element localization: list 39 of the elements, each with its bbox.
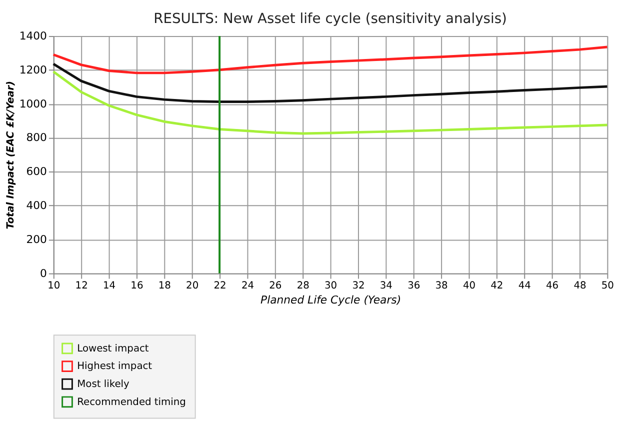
x-tick-label: 24 [241, 280, 254, 292]
x-tick-label: 14 [102, 280, 116, 292]
x-tick-label: 12 [75, 280, 88, 292]
x-tick-label: 18 [158, 280, 171, 292]
x-tick-label: 30 [324, 280, 338, 292]
legend-label: Recommended timing [77, 396, 186, 408]
y-axis-title: Total Impact (EAC £K/Year) [5, 81, 16, 230]
x-tick-label: 50 [601, 280, 614, 292]
x-tick-label: 36 [408, 280, 420, 292]
line-series [52, 62, 608, 103]
x-axis-title: Planned Life Cycle (Years) [260, 293, 402, 306]
x-tick-label: 46 [546, 280, 559, 292]
legend-label: Lowest impact [77, 343, 149, 354]
x-tick-label: 48 [574, 280, 586, 292]
x-tick-label: 16 [130, 280, 144, 292]
y-tick-label: 800 [26, 131, 48, 144]
x-tick-label: 20 [186, 280, 199, 292]
x-tick-label: 44 [518, 280, 531, 292]
x-tick-label: 38 [435, 280, 448, 292]
y-tick-label: 600 [26, 165, 48, 178]
y-tick-label: 1200 [19, 63, 48, 76]
legend-label: Most likely [77, 379, 130, 390]
y-tick-label: 400 [26, 198, 48, 212]
y-tick-label: 200 [26, 232, 48, 246]
y-tick-label: 1000 [19, 97, 48, 110]
x-tick-label: 34 [380, 280, 392, 292]
line-series [52, 46, 608, 74]
legend-label: Highest impact [77, 361, 152, 372]
line-series [52, 70, 608, 135]
chart-title: RESULTS: New Asset life cycle (sensitivity analysis) [154, 11, 507, 28]
x-tick-label: 26 [269, 280, 282, 292]
y-tick-label: 0 [40, 266, 48, 280]
x-tick-label: 10 [48, 280, 60, 292]
x-tick-label: 42 [490, 280, 504, 292]
x-tick-label: 22 [214, 280, 226, 292]
y-tick-label: 1400 [19, 29, 48, 42]
x-tick-label: 32 [352, 280, 365, 292]
x-tick-label: 40 [462, 280, 476, 292]
x-tick-label: 28 [296, 280, 310, 292]
